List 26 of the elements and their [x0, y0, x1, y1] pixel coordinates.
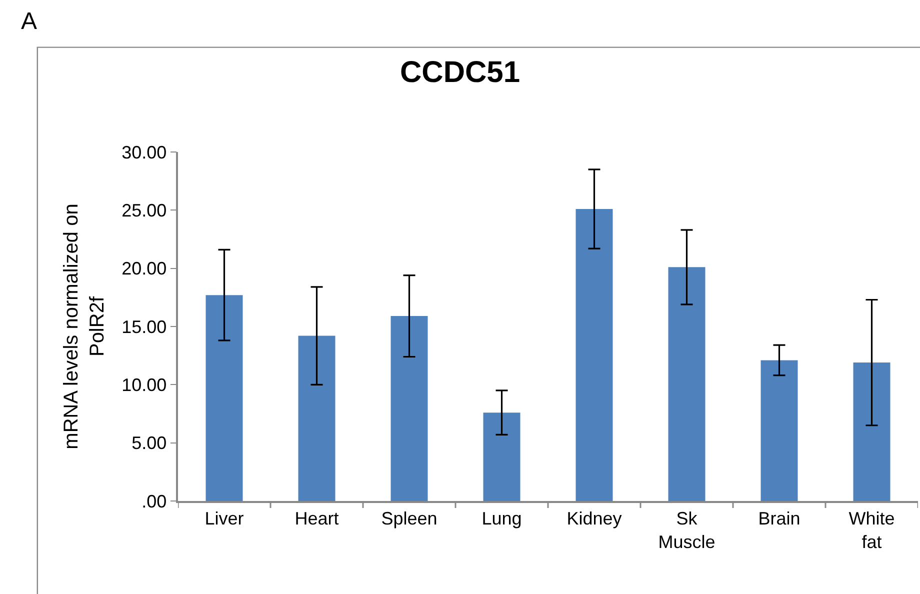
bar: [760, 360, 798, 501]
y-tick-label: 15.00: [122, 316, 167, 337]
x-tick-label: Liver: [204, 508, 244, 528]
x-tick-label: Lung: [482, 508, 522, 528]
text: A: [21, 8, 38, 35]
chart-title: CCDC51: [400, 56, 520, 89]
y-tick-label: 20.00: [122, 258, 167, 279]
x-tick-label: Sk Muscle: [658, 508, 716, 552]
x-tick-label: Spleen: [381, 508, 438, 528]
bar: [390, 316, 428, 501]
bar: [206, 295, 243, 501]
x-tick-label: Kidney: [566, 508, 622, 528]
x-tick-label: Heart: [294, 508, 339, 528]
y-tick-label: 25.00: [122, 200, 167, 220]
bar: [483, 412, 520, 501]
x-tick-label: White fat: [848, 508, 895, 552]
bar: [668, 267, 706, 501]
bar: [576, 209, 613, 501]
y-tick-label: 10.00: [122, 374, 167, 395]
bar: [853, 362, 890, 501]
x-tick-label: Brain: [758, 508, 800, 528]
y-tick-label: 30.00: [122, 142, 167, 162]
y-tick-label: .00: [142, 491, 167, 512]
y-tick-label: 5.00: [132, 433, 167, 454]
y-axis-title: mRNA levels normalized on PolR2f: [60, 204, 109, 450]
bar: [298, 336, 336, 501]
